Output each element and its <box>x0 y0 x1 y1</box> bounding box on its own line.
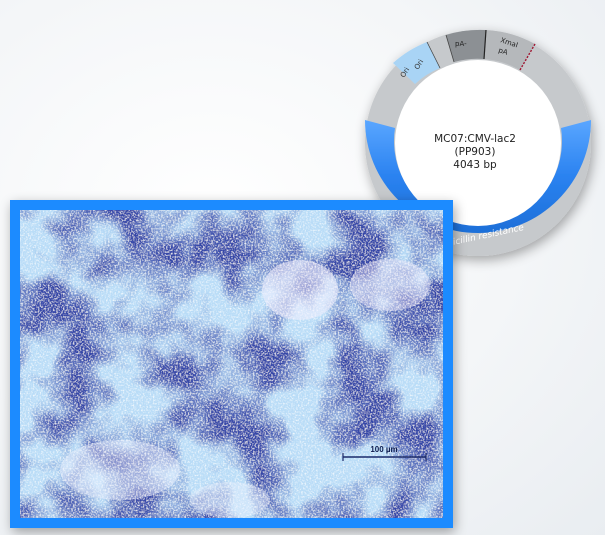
scale-bar-label: 100 µm <box>370 445 397 454</box>
micrograph-panel: 100 µm <box>10 200 453 528</box>
plasmid-map: Ori Ori pA- XmaI pA ampicillin resistanc… <box>365 29 591 256</box>
xmai-segment <box>484 30 535 70</box>
plasmid-size: 4043 bp <box>453 159 497 171</box>
promoter-segment <box>446 29 486 63</box>
segment-label-promoter: pA- <box>455 40 467 48</box>
plasmid-center <box>395 60 561 226</box>
ori-segment <box>393 42 440 84</box>
segment-label-pa: pA <box>497 46 508 57</box>
plasmid-name: MC07:CMV-lac2 <box>434 133 516 145</box>
plasmid-id: (PP903) <box>455 146 496 158</box>
